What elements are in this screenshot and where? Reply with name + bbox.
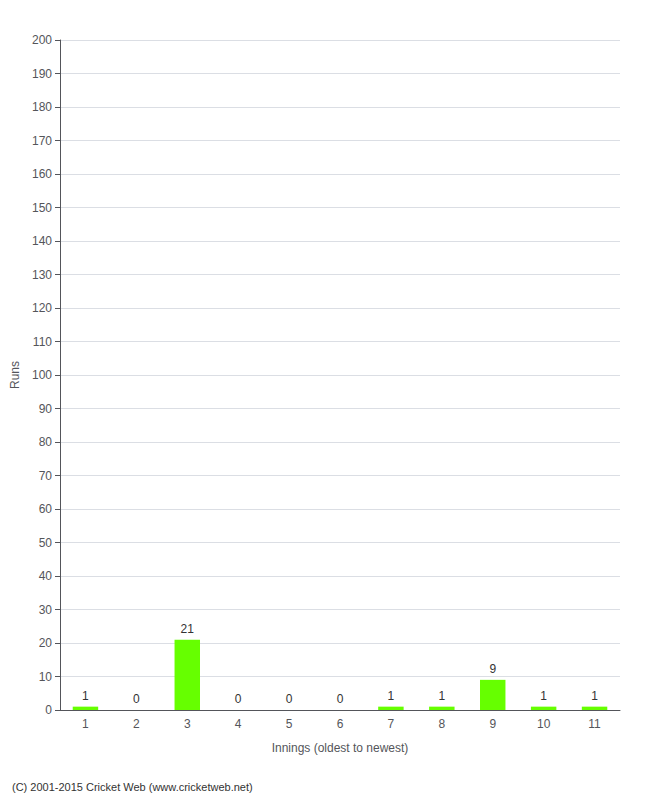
svg-text:4: 4 bbox=[235, 717, 242, 731]
svg-text:Innings (oldest to newest): Innings (oldest to newest) bbox=[272, 741, 409, 755]
svg-text:60: 60 bbox=[39, 502, 53, 516]
svg-text:160: 160 bbox=[32, 167, 52, 181]
svg-text:8: 8 bbox=[438, 717, 445, 731]
svg-text:80: 80 bbox=[39, 435, 53, 449]
svg-text:0: 0 bbox=[235, 692, 242, 706]
svg-text:0: 0 bbox=[286, 692, 293, 706]
svg-text:11: 11 bbox=[588, 717, 601, 731]
svg-text:0: 0 bbox=[337, 692, 344, 706]
svg-text:(C) 2001-2015 Cricket Web (www: (C) 2001-2015 Cricket Web (www.cricketwe… bbox=[12, 781, 253, 793]
svg-text:9: 9 bbox=[489, 662, 496, 676]
svg-text:1: 1 bbox=[540, 689, 547, 703]
svg-text:1: 1 bbox=[82, 689, 89, 703]
svg-text:120: 120 bbox=[32, 301, 52, 315]
svg-text:180: 180 bbox=[32, 100, 52, 114]
svg-text:0: 0 bbox=[133, 692, 140, 706]
svg-text:40: 40 bbox=[39, 569, 53, 583]
svg-text:30: 30 bbox=[39, 603, 53, 617]
svg-text:1: 1 bbox=[438, 689, 445, 703]
svg-text:7: 7 bbox=[388, 717, 395, 731]
svg-text:70: 70 bbox=[39, 469, 53, 483]
svg-text:20: 20 bbox=[39, 636, 53, 650]
svg-text:100: 100 bbox=[32, 368, 52, 382]
svg-text:5: 5 bbox=[286, 717, 293, 731]
svg-text:0: 0 bbox=[45, 703, 52, 717]
svg-text:9: 9 bbox=[489, 717, 496, 731]
svg-text:10: 10 bbox=[537, 717, 551, 731]
svg-text:1: 1 bbox=[591, 689, 598, 703]
svg-text:10: 10 bbox=[39, 670, 53, 684]
svg-text:Runs: Runs bbox=[8, 361, 22, 389]
svg-text:140: 140 bbox=[32, 234, 52, 248]
svg-text:50: 50 bbox=[39, 536, 53, 550]
svg-text:150: 150 bbox=[32, 201, 52, 215]
svg-text:21: 21 bbox=[181, 622, 195, 636]
svg-text:190: 190 bbox=[32, 67, 52, 81]
svg-text:170: 170 bbox=[32, 134, 52, 148]
svg-text:90: 90 bbox=[39, 402, 53, 416]
svg-text:2: 2 bbox=[133, 717, 140, 731]
svg-text:130: 130 bbox=[32, 268, 52, 282]
svg-text:1: 1 bbox=[82, 717, 89, 731]
svg-text:1: 1 bbox=[388, 689, 395, 703]
svg-text:110: 110 bbox=[33, 335, 52, 349]
svg-text:3: 3 bbox=[184, 717, 191, 731]
svg-text:6: 6 bbox=[337, 717, 344, 731]
svg-text:200: 200 bbox=[32, 33, 52, 47]
